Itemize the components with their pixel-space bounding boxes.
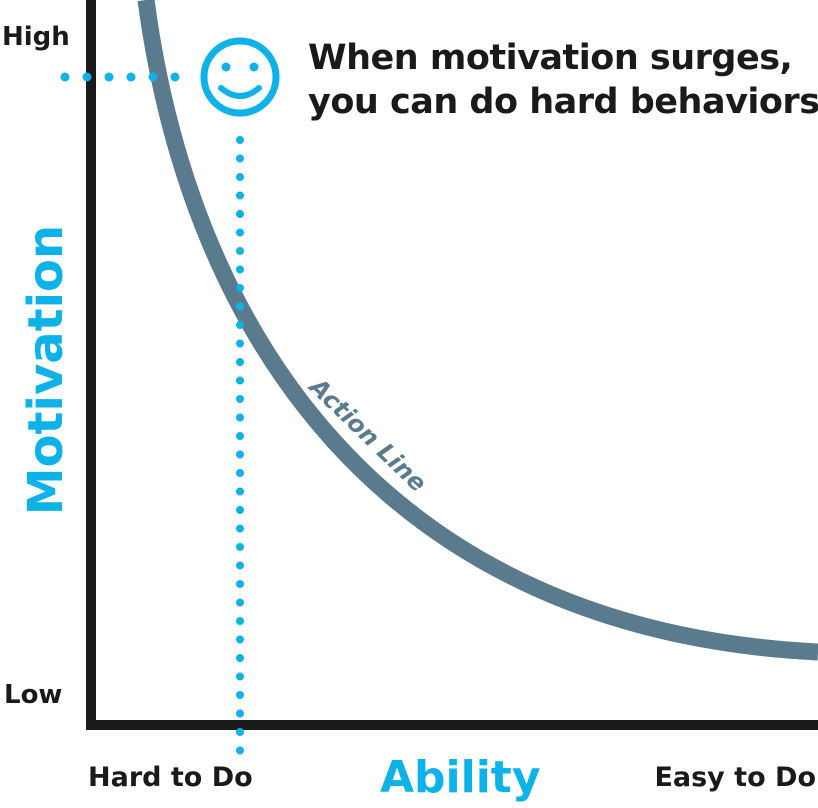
x-axis-title: Ability [380, 752, 541, 803]
callout-text: When motivation surges, you can do hard … [308, 36, 818, 124]
callout-line-1: When motivation surges, [308, 38, 793, 78]
x-axis-right-label: Easy to Do [654, 762, 816, 793]
y-axis-high-label: High [2, 22, 70, 52]
callout-line-2: you can do hard behaviors. [308, 82, 818, 122]
x-axis-left-label: Hard to Do [88, 762, 253, 793]
y-axis-low-label: Low [4, 680, 63, 710]
smiley-face-icon [200, 37, 280, 117]
y-axis-title: Motivation [18, 224, 74, 516]
action-line-curve [137, 0, 818, 661]
